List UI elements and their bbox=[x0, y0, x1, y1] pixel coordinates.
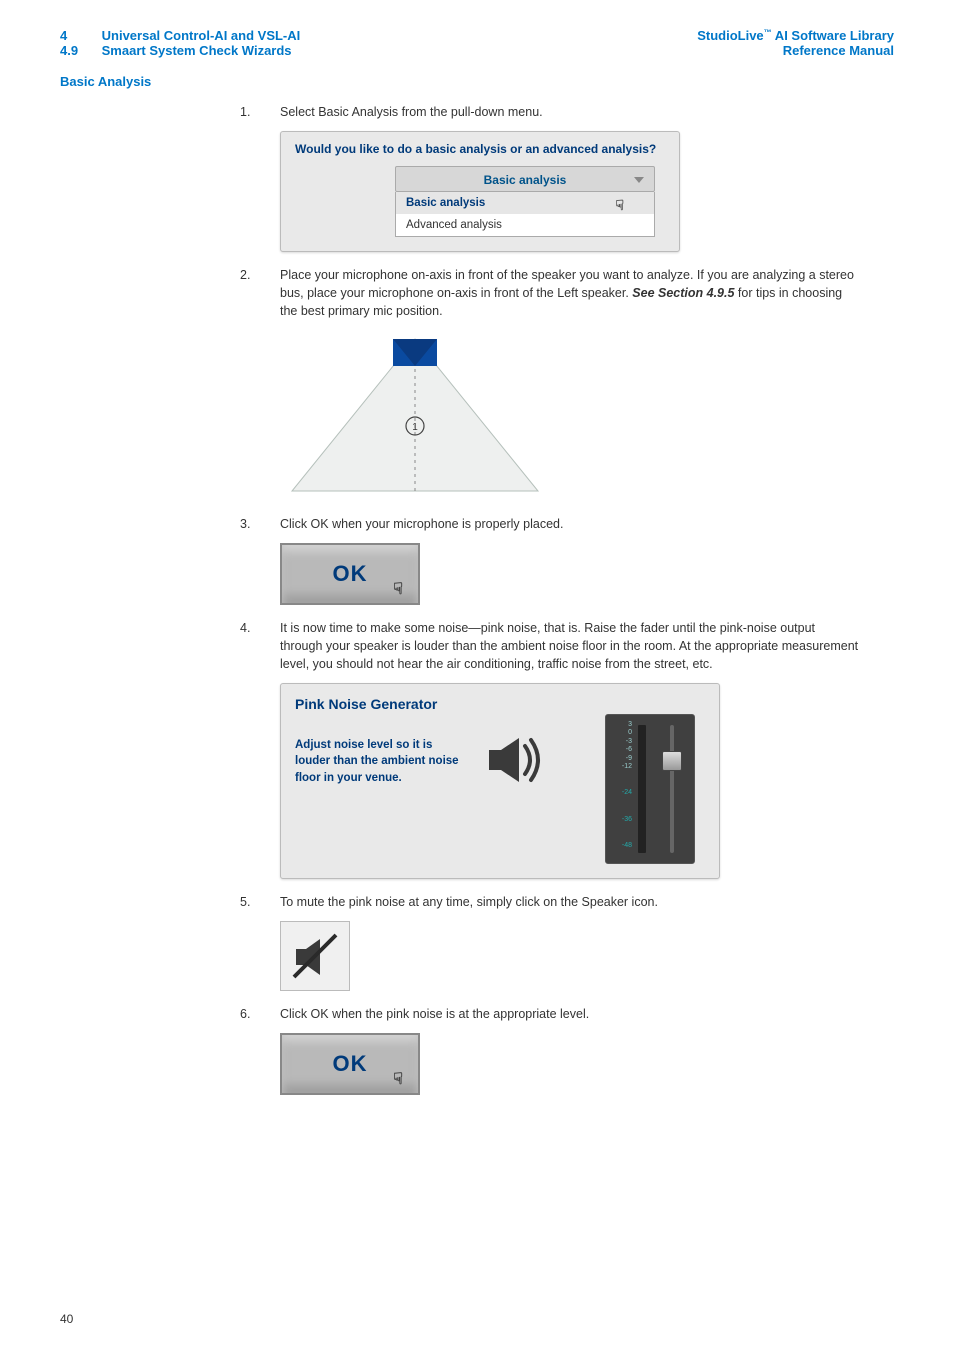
dropdown-list: Basic analysis ☟ Advanced analysis bbox=[395, 192, 655, 237]
ok-label: OK bbox=[333, 561, 368, 587]
cursor-icon: ☟ bbox=[615, 194, 624, 216]
option-label: Basic analysis bbox=[406, 197, 485, 209]
mic-placement-diagram: 1 bbox=[280, 331, 550, 501]
fader-cap[interactable] bbox=[662, 751, 682, 771]
step-text: To mute the pink noise at any time, simp… bbox=[280, 895, 658, 909]
ok-label: OK bbox=[333, 1051, 368, 1077]
step-4: 4.It is now time to make some noise—pink… bbox=[260, 619, 860, 879]
dropdown-option-advanced[interactable]: Advanced analysis bbox=[396, 214, 654, 236]
speaker-mute-icon[interactable] bbox=[280, 921, 350, 991]
step-text: Click OK when your microphone is properl… bbox=[280, 517, 563, 531]
page-header: 4 Universal Control-AI and VSL-AI 4.9 Sm… bbox=[60, 28, 894, 58]
step-number: 6. bbox=[260, 1005, 280, 1023]
svg-text:1: 1 bbox=[412, 422, 418, 433]
step-1: 1.Select Basic Analysis from the pull-do… bbox=[260, 103, 860, 252]
dropdown-value: Basic analysis bbox=[484, 173, 567, 187]
step-number: 1. bbox=[260, 103, 280, 121]
meter-bar bbox=[638, 725, 646, 853]
step-5: 5.To mute the pink noise at any time, si… bbox=[260, 893, 860, 991]
step-3: 3.Click OK when your microphone is prope… bbox=[260, 515, 860, 605]
pink-noise-title: Pink Noise Generator bbox=[295, 696, 595, 712]
product-name-pre: StudioLive bbox=[697, 28, 763, 43]
header-left: 4 Universal Control-AI and VSL-AI 4.9 Sm… bbox=[60, 28, 300, 58]
trademark-symbol: ™ bbox=[764, 28, 772, 37]
ok-button[interactable]: OK ☟ bbox=[280, 543, 420, 605]
level-meter: 3 0 -3 -6 -9 -12 -24 -36 -48 -60 bbox=[595, 696, 705, 864]
panel-question: Would you like to do a basic analysis or… bbox=[295, 142, 665, 156]
analysis-dropdown[interactable]: Basic analysis bbox=[395, 166, 655, 192]
doc-type: Reference Manual bbox=[697, 43, 894, 58]
page-number: 40 bbox=[60, 1312, 73, 1326]
pink-noise-panel: Pink Noise Generator Adjust noise level … bbox=[280, 683, 720, 879]
cursor-icon: ☟ bbox=[393, 579, 404, 599]
section-number: 4 bbox=[60, 28, 98, 43]
step-text: Click OK when the pink noise is at the a… bbox=[280, 1007, 589, 1021]
analysis-type-panel: Would you like to do a basic analysis or… bbox=[280, 131, 680, 252]
step-text: Select Basic Analysis from the pull-down… bbox=[280, 105, 543, 119]
pink-noise-hint: Adjust noise level so it is louder than … bbox=[295, 737, 465, 785]
step-text: It is now time to make some noise—pink n… bbox=[280, 621, 858, 671]
header-right: StudioLive™ AI Software Library Referenc… bbox=[697, 28, 894, 58]
cursor-icon: ☟ bbox=[393, 1069, 404, 1089]
product-name-post: AI Software Library bbox=[772, 28, 894, 43]
step-number: 4. bbox=[260, 619, 280, 637]
step-text-bold: See Section 4.9.5 bbox=[632, 286, 734, 300]
step-6: 6.Click OK when the pink noise is at the… bbox=[260, 1005, 860, 1095]
speaker-icon[interactable] bbox=[483, 732, 547, 791]
step-number: 5. bbox=[260, 893, 280, 911]
step-number: 2. bbox=[260, 266, 280, 284]
meter-scale: 3 0 -3 -6 -9 -12 -24 -36 -48 -60 bbox=[616, 721, 632, 864]
dropdown-option-basic[interactable]: Basic analysis ☟ bbox=[396, 192, 654, 214]
step-number: 3. bbox=[260, 515, 280, 533]
chevron-down-icon bbox=[634, 177, 644, 183]
main-content: 1.Select Basic Analysis from the pull-do… bbox=[260, 103, 860, 1095]
step-2: 2.Place your microphone on-axis in front… bbox=[260, 266, 860, 500]
subsection-title: Smaart System Check Wizards bbox=[102, 43, 292, 58]
ok-button[interactable]: OK ☟ bbox=[280, 1033, 420, 1095]
subsection-number: 4.9 bbox=[60, 43, 98, 58]
section-heading: Basic Analysis bbox=[60, 74, 894, 89]
fader-track bbox=[670, 725, 674, 853]
section-title: Universal Control-AI and VSL-AI bbox=[102, 28, 301, 43]
